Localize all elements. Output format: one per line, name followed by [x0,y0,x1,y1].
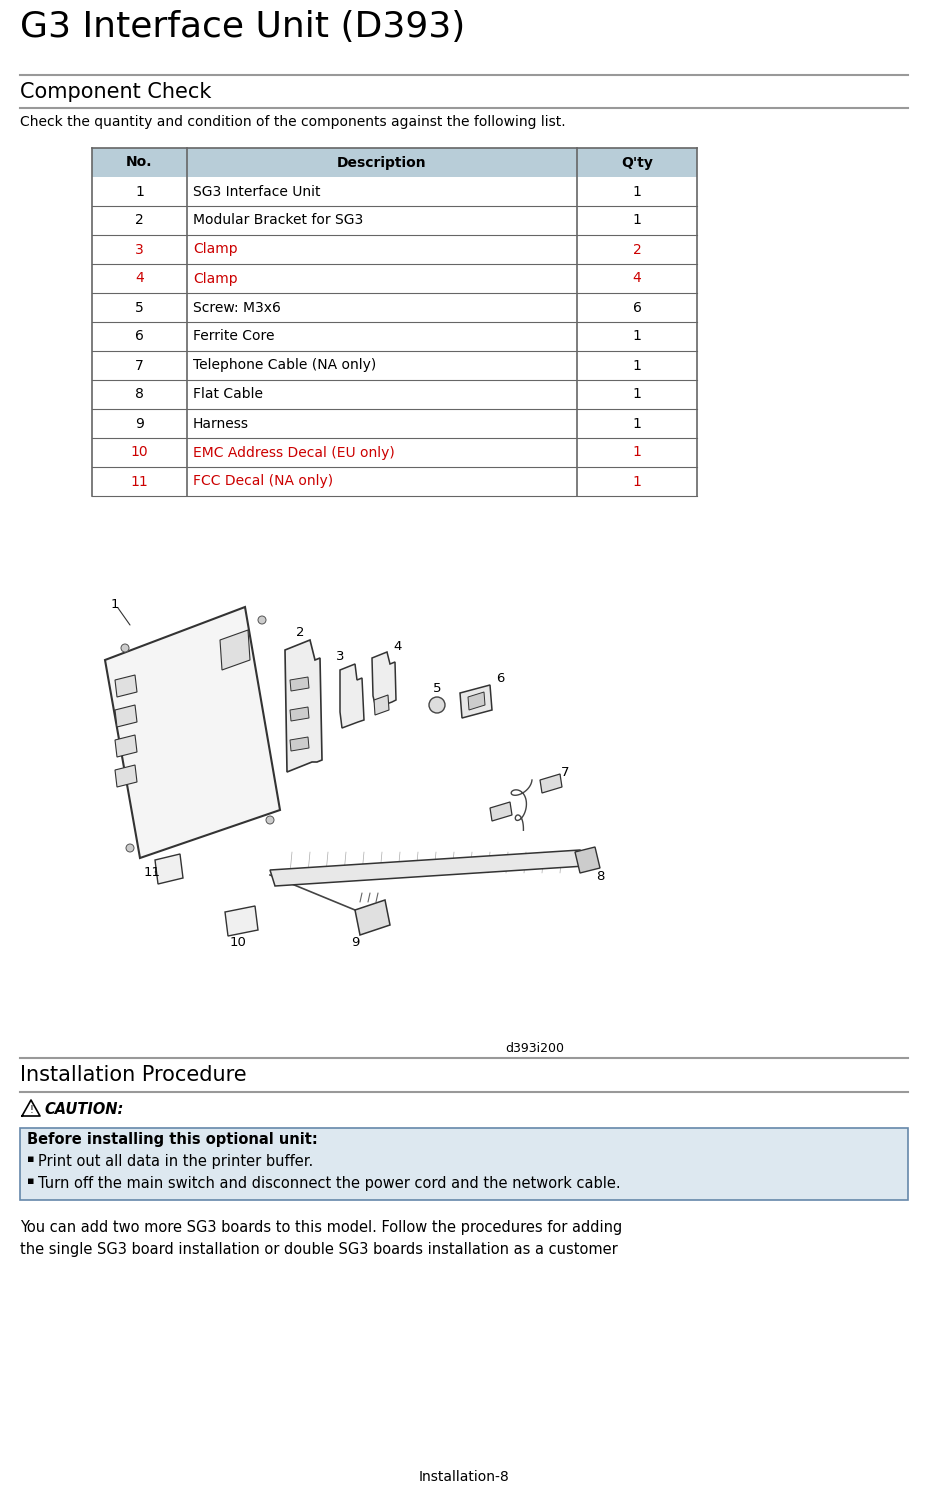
Text: Check the quantity and condition of the components against the following list.: Check the quantity and condition of the … [20,116,565,129]
Polygon shape [467,692,485,710]
Text: Modular Bracket for SG3: Modular Bracket for SG3 [193,213,362,228]
Text: 4: 4 [632,272,641,285]
Polygon shape [460,684,491,717]
Text: 1: 1 [632,359,641,372]
Polygon shape [374,695,388,714]
Text: 1: 1 [135,185,144,198]
Polygon shape [289,677,309,690]
Text: Harness: Harness [193,416,248,431]
Text: 3: 3 [135,243,144,257]
Polygon shape [289,737,309,750]
Text: 7: 7 [560,766,568,779]
Text: 1: 1 [632,387,641,401]
Text: 1: 1 [632,185,641,198]
Polygon shape [115,735,137,757]
Text: 11: 11 [131,474,148,488]
Circle shape [266,817,273,824]
Polygon shape [115,766,137,787]
Text: 9: 9 [350,935,359,949]
Polygon shape [115,675,137,696]
Text: Clamp: Clamp [193,272,237,285]
Text: Installation Procedure: Installation Procedure [20,1066,247,1085]
Polygon shape [270,850,584,886]
Polygon shape [489,802,512,821]
Text: 4: 4 [393,639,401,653]
Polygon shape [540,775,562,793]
Text: 10: 10 [229,937,247,950]
Text: 10: 10 [131,446,148,459]
Text: ▪: ▪ [27,1154,34,1163]
Text: 7: 7 [135,359,144,372]
Text: d393i200: d393i200 [504,1042,564,1055]
Text: Screw: M3x6: Screw: M3x6 [193,300,281,315]
Text: CAUTION:: CAUTION: [44,1102,123,1117]
Polygon shape [155,854,183,884]
Polygon shape [105,606,280,859]
Text: Before installing this optional unit:: Before installing this optional unit: [27,1132,317,1147]
Text: 5: 5 [135,300,144,315]
Text: 1: 1 [632,330,641,344]
Polygon shape [355,901,389,935]
Text: 3: 3 [336,650,344,662]
Text: EMC Address Decal (EU only): EMC Address Decal (EU only) [193,446,394,459]
Text: Flat Cable: Flat Cable [193,387,262,401]
Text: 1: 1 [632,416,641,431]
Text: 2: 2 [296,626,304,638]
Text: Description: Description [337,156,426,170]
Circle shape [121,644,129,651]
Text: 6: 6 [135,330,144,344]
Text: FCC Decal (NA only): FCC Decal (NA only) [193,474,333,488]
Text: 2: 2 [135,213,144,228]
Circle shape [428,696,445,713]
Text: 1: 1 [110,599,120,611]
Text: !: ! [29,1105,32,1115]
Text: 1: 1 [632,213,641,228]
Text: Turn off the main switch and disconnect the power cord and the network cable.: Turn off the main switch and disconnect … [38,1175,620,1190]
Text: Ferrite Core: Ferrite Core [193,330,274,344]
Circle shape [126,844,133,853]
Polygon shape [285,639,322,772]
Polygon shape [575,847,600,874]
Text: 1: 1 [632,474,641,488]
Text: 11: 11 [144,866,160,878]
Polygon shape [224,907,258,937]
Polygon shape [220,630,249,669]
Text: 4: 4 [135,272,144,285]
Text: Component Check: Component Check [20,83,211,102]
Text: 6: 6 [495,671,503,684]
Text: 8: 8 [135,387,144,401]
Text: the single SG3 board installation or double SG3 boards installation as a custome: the single SG3 board installation or dou… [20,1241,617,1256]
Text: Clamp: Clamp [193,243,237,257]
Text: You can add two more SG3 boards to this model. Follow the procedures for adding: You can add two more SG3 boards to this … [20,1220,622,1235]
Text: Print out all data in the printer buffer.: Print out all data in the printer buffer… [38,1154,313,1169]
Text: 2: 2 [632,243,641,257]
Polygon shape [289,707,309,720]
Circle shape [258,615,266,624]
Text: ▪: ▪ [27,1175,34,1186]
Text: Telephone Cable (NA only): Telephone Cable (NA only) [193,359,375,372]
Text: 6: 6 [632,300,641,315]
Text: Q'ty: Q'ty [620,156,653,170]
Text: SG3 Interface Unit: SG3 Interface Unit [193,185,320,198]
Polygon shape [115,705,137,726]
Text: Installation-8: Installation-8 [418,1469,509,1484]
Text: 1: 1 [632,446,641,459]
Text: No.: No. [126,156,153,170]
Bar [20,1127,907,1199]
Text: G3 Interface Unit (D393): G3 Interface Unit (D393) [20,11,464,44]
Polygon shape [372,651,396,708]
Bar [92,149,696,177]
Text: 8: 8 [595,871,603,884]
Polygon shape [339,663,363,728]
Text: 5: 5 [432,681,440,695]
Text: 9: 9 [135,416,144,431]
